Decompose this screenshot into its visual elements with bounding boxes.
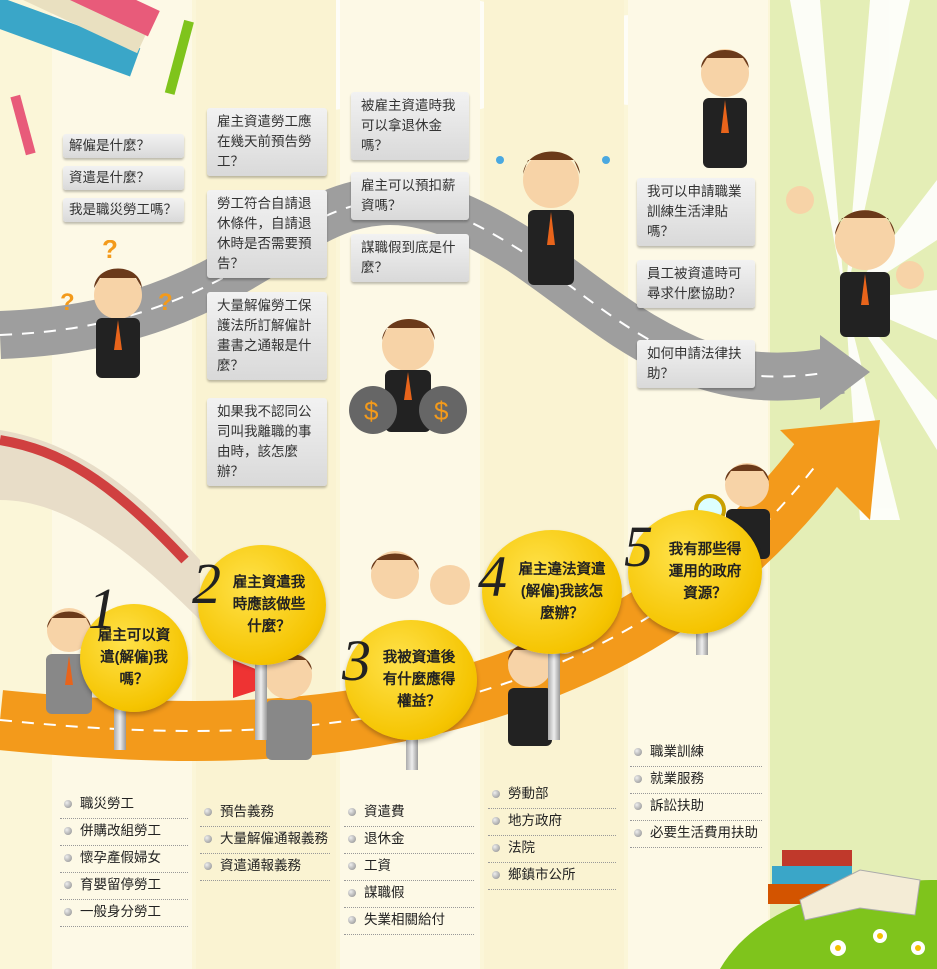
government-resource-list: 職業訓練 就業服務 訴訟扶助 必要生活費用扶助 bbox=[630, 740, 762, 848]
step-5-number: 5 bbox=[624, 514, 653, 579]
flower-icon bbox=[830, 929, 925, 956]
list-item-litigation-aid[interactable]: 訴訟扶助 bbox=[630, 794, 762, 821]
list-item-parental-leave[interactable]: 育嬰留停勞工 bbox=[60, 873, 188, 900]
step-2-text: 雇主資遣我時應該做些什麼？ bbox=[232, 575, 306, 635]
list-item-vocational-training[interactable]: 職業訓練 bbox=[630, 740, 762, 767]
faq-notice-days[interactable]: 雇主資遣勞工應在幾天前預告勞工？ bbox=[207, 108, 327, 176]
books-stack-icon bbox=[768, 850, 921, 921]
sign-pole-1 bbox=[114, 700, 126, 750]
list-item-pregnant-women[interactable]: 懷孕產假婦女 bbox=[60, 846, 188, 873]
step-5-text: 我有那些得運用的政府資源？ bbox=[668, 542, 742, 602]
worker-type-list: 職災勞工 併購改組勞工 懷孕產假婦女 育嬰留停勞工 一般身分勞工 bbox=[60, 792, 188, 927]
pencil-icon bbox=[10, 19, 194, 156]
list-item-severance-pay[interactable]: 資遣費 bbox=[344, 800, 474, 827]
money-bag-person-figure: $ $ bbox=[349, 319, 467, 434]
faq-legal-aid[interactable]: 如何申請法律扶助？ bbox=[637, 340, 755, 388]
list-item-merger-worker[interactable]: 併購改組勞工 bbox=[60, 819, 188, 846]
svg-text:$: $ bbox=[364, 396, 379, 426]
step-1-number: 1 bbox=[88, 576, 117, 641]
faq-training-allowance[interactable]: 我可以申請職業訓練生活津貼嗎？ bbox=[637, 178, 755, 246]
faq-assistance-when-laid-off[interactable]: 員工被資遣時可尋求什麼協助？ bbox=[637, 260, 755, 308]
list-item-job-seeking-leave[interactable]: 謀職假 bbox=[344, 881, 474, 908]
agency-list: 勞動部 地方政府 法院 鄉鎮市公所 bbox=[488, 782, 616, 890]
faq-pension-when-laid-off[interactable]: 被雇主資遣時我可以拿退休金嗎？ bbox=[351, 92, 469, 160]
step-5-circle[interactable]: 我有那些得運用的政府資源？ bbox=[628, 510, 762, 634]
list-item-mass-layoff-report[interactable]: 大量解僱通報義務 bbox=[200, 827, 330, 854]
thinking-person-figure bbox=[701, 49, 749, 168]
step-3-text: 我被資遣後有什麼應得權益？ bbox=[382, 650, 456, 710]
faq-wage-deduction[interactable]: 雇主可以預扣薪資嗎？ bbox=[351, 172, 469, 220]
list-item-ministry-of-labor[interactable]: 勞動部 bbox=[488, 782, 616, 809]
list-item-township-office[interactable]: 鄉鎮市公所 bbox=[488, 863, 616, 890]
money-bag-icon: $ $ bbox=[349, 386, 467, 434]
step-3-number: 3 bbox=[342, 628, 371, 693]
list-item-employment-service[interactable]: 就業服務 bbox=[630, 767, 762, 794]
faq-job-seeking-leave[interactable]: 謀職假到底是什麼？ bbox=[351, 234, 469, 282]
scared-person-figure bbox=[496, 151, 610, 285]
employer-duty-list: 預告義務 大量解僱通報義務 資遣通報義務 bbox=[200, 800, 330, 881]
list-item-layoff-report[interactable]: 資遣通報義務 bbox=[200, 854, 330, 881]
faq-what-is-layoff[interactable]: 資遣是什麼？ bbox=[63, 166, 184, 190]
list-item-court[interactable]: 法院 bbox=[488, 836, 616, 863]
faq-am-i-occupational-injury-worker[interactable]: 我是職災勞工嗎？ bbox=[63, 198, 184, 222]
svg-text:$: $ bbox=[434, 396, 449, 426]
pointing-person-figure bbox=[371, 551, 470, 605]
list-item-wages[interactable]: 工資 bbox=[344, 854, 474, 881]
faq-what-is-dismissal[interactable]: 解僱是什麼？ bbox=[63, 134, 184, 158]
faq-self-retirement-notice[interactable]: 勞工符合自請退休條件，自請退休時是否需要預告？ bbox=[207, 190, 327, 278]
megaphone-icon bbox=[233, 660, 258, 698]
worker-rights-list: 資遣費 退休金 工資 謀職假 失業相關給付 bbox=[344, 800, 474, 935]
list-item-pension[interactable]: 退休金 bbox=[344, 827, 474, 854]
step-4-circle[interactable]: 雇主違法資遣(解僱)我該怎麼辦？ bbox=[482, 530, 622, 654]
svg-text:?: ? bbox=[60, 289, 75, 316]
worried-person-figure: ? ? ? bbox=[60, 240, 173, 378]
books-icon bbox=[0, 0, 160, 77]
faq-mass-layoff-plan-notification[interactable]: 大量解僱勞工保護法所訂解僱計畫書之通報是什麼？ bbox=[207, 292, 327, 380]
step-2-circle[interactable]: 雇主資遣我時應該做些什麼？ bbox=[198, 545, 326, 665]
list-item-occupational-injury[interactable]: 職災勞工 bbox=[60, 792, 188, 819]
step-4-number: 4 bbox=[478, 544, 507, 609]
faq-disagree-with-reason[interactable]: 如果我不認同公司叫我離職的事由時，該怎麼辦？ bbox=[207, 398, 327, 486]
list-item-local-government[interactable]: 地方政府 bbox=[488, 809, 616, 836]
step-1-circle[interactable]: 雇主可以資遣(解僱)我嗎？ bbox=[80, 604, 188, 712]
svg-text:?: ? bbox=[158, 289, 173, 316]
step-4-text: 雇主違法資遣(解僱)我該怎麼辦？ bbox=[518, 562, 606, 622]
sign-pole-2 bbox=[255, 640, 267, 740]
list-item-unemployment-benefits[interactable]: 失業相關給付 bbox=[344, 908, 474, 935]
step-2-number: 2 bbox=[192, 551, 221, 616]
list-item-living-expense-aid[interactable]: 必要生活費用扶助 bbox=[630, 821, 762, 848]
list-item-general-worker[interactable]: 一般身分勞工 bbox=[60, 900, 188, 927]
svg-text:?: ? bbox=[102, 240, 118, 264]
step-3-circle[interactable]: 我被資遣後有什麼應得權益？ bbox=[345, 620, 477, 740]
jumping-person-figure bbox=[786, 186, 924, 337]
step-1-text: 雇主可以資遣(解僱)我嗎？ bbox=[97, 628, 171, 688]
list-item-notice-duty[interactable]: 預告義務 bbox=[200, 800, 330, 827]
